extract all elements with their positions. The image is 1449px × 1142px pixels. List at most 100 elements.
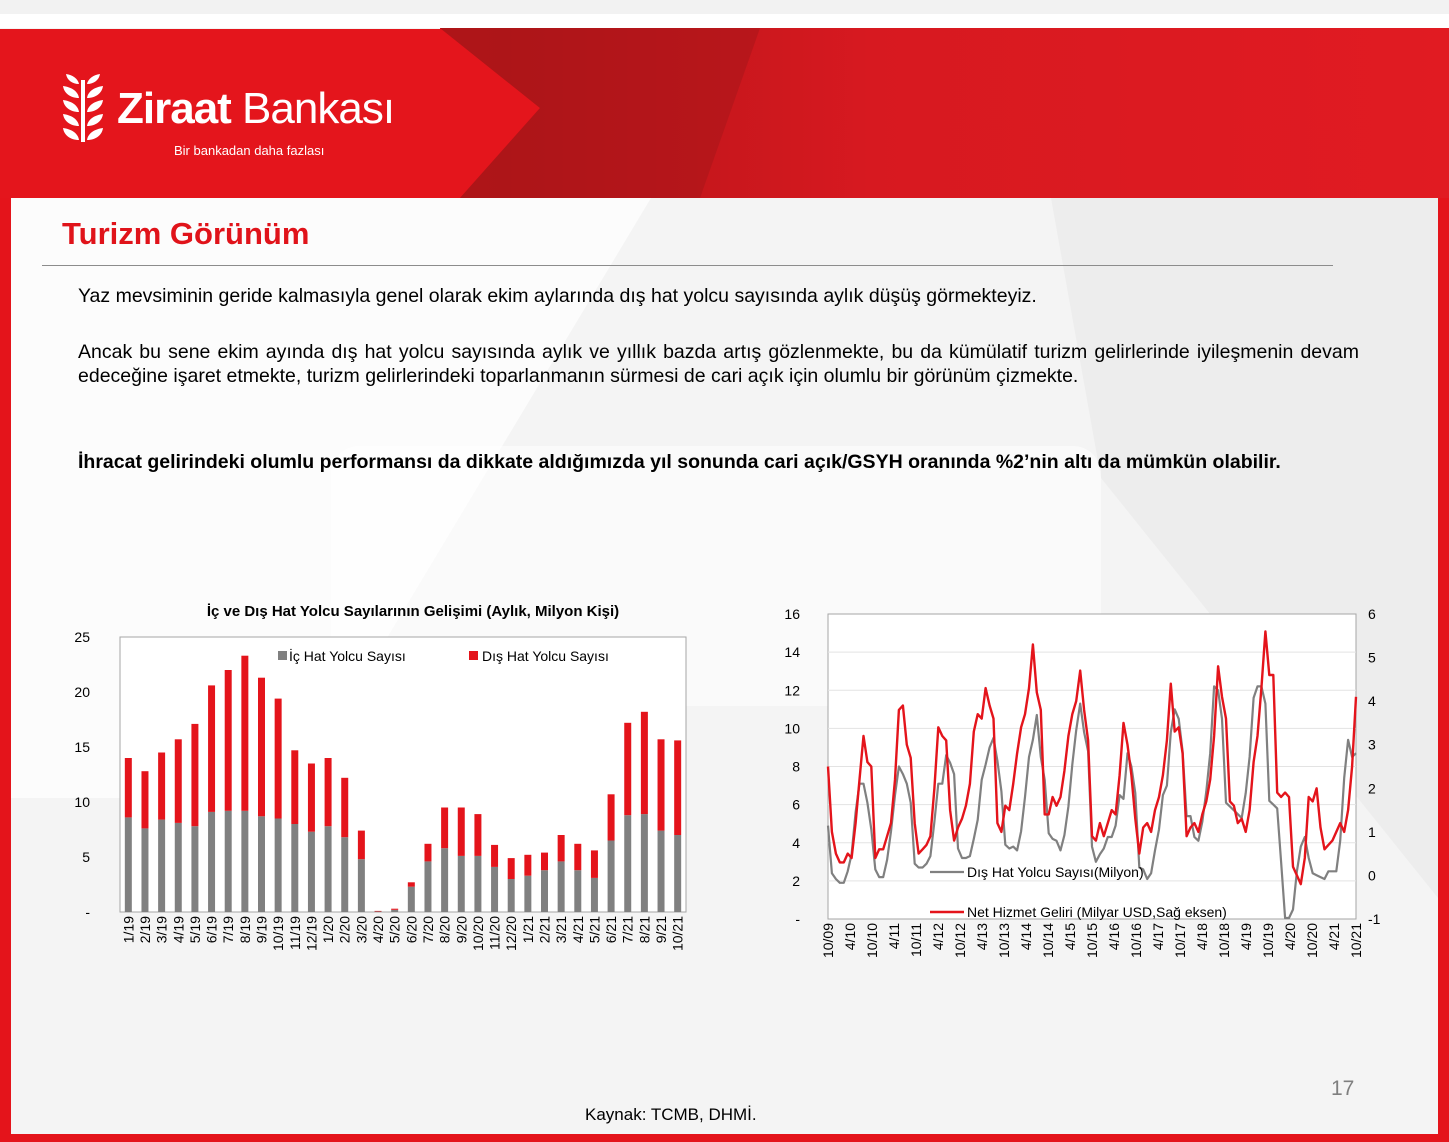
chart-1-x-tick: 4/21 bbox=[570, 916, 586, 943]
chart-2-left-tick: 10 bbox=[784, 720, 800, 736]
chart-2-right-tick: 2 bbox=[1368, 780, 1376, 796]
chart-1-x-tick: 10/21 bbox=[670, 916, 686, 951]
chart-2-right-tick: 5 bbox=[1368, 650, 1376, 666]
chart-1-x-tick: 11/19 bbox=[287, 916, 303, 950]
chart-2-right-tick: -1 bbox=[1368, 911, 1381, 927]
brand-name: Ziraat Bankası bbox=[117, 84, 395, 134]
chart-1-x-tick: 7/20 bbox=[420, 916, 436, 943]
bar-dis-hat bbox=[557, 835, 565, 862]
bar-ic-hat bbox=[624, 815, 632, 912]
chart-1-x-tick: 6/20 bbox=[403, 916, 419, 943]
bar-dis-hat bbox=[491, 844, 499, 867]
chart-2-x-tick: 4/11 bbox=[886, 923, 902, 949]
bar-dis-hat bbox=[607, 794, 615, 841]
title-divider bbox=[42, 265, 1333, 266]
bar-ic-hat bbox=[274, 818, 282, 912]
legend-ic-hat-label: İç Hat Yolcu Sayısı bbox=[289, 647, 406, 664]
chart-1-x-tick: 4/20 bbox=[370, 916, 386, 943]
bar-dis-hat bbox=[574, 843, 582, 871]
bar-dis-hat bbox=[624, 722, 632, 816]
chart-2-x-tick: 4/14 bbox=[1018, 923, 1034, 950]
frame-right bbox=[1438, 198, 1449, 1142]
chart-1-x-tick: 2/20 bbox=[337, 916, 353, 943]
chart-2-right-tick: 3 bbox=[1368, 737, 1376, 753]
chart-2-left-tick: 12 bbox=[784, 682, 800, 698]
bar-ic-hat bbox=[291, 824, 299, 912]
chart-1-y-tick: 15 bbox=[74, 739, 90, 755]
legend-ic-hat-swatch bbox=[278, 651, 287, 660]
top-strip bbox=[0, 0, 1449, 14]
chart-2-x-tick: 4/10 bbox=[842, 923, 858, 950]
chart-1-x-tick: 1/19 bbox=[120, 916, 136, 943]
bar-dis-hat bbox=[224, 670, 232, 811]
bar-ic-hat bbox=[258, 816, 265, 912]
page-title: Turizm Görünüm bbox=[62, 216, 310, 251]
chart-2-x-tick: 10/20 bbox=[1304, 923, 1320, 958]
bar-dis-hat bbox=[191, 723, 199, 827]
bar-dis-hat bbox=[657, 739, 665, 831]
bar-ic-hat bbox=[474, 855, 482, 912]
frame-left bbox=[0, 198, 11, 1142]
chart-2-right-tick: 0 bbox=[1368, 867, 1376, 883]
chart-2-x-tick: 10/21 bbox=[1348, 923, 1364, 958]
bar-ic-hat bbox=[640, 814, 648, 912]
chart-1-x-tick: 6/19 bbox=[204, 916, 220, 943]
chart-1-x-tick: 1/21 bbox=[520, 916, 536, 943]
bar-dis-hat bbox=[374, 910, 382, 912]
bar-dis-hat bbox=[274, 698, 282, 819]
chart-2-x-tick: 4/18 bbox=[1194, 923, 1210, 950]
bar-dis-hat bbox=[324, 758, 332, 827]
chart-1-x-tick: 3/19 bbox=[154, 916, 170, 943]
chart-2-x-tick: 10/10 bbox=[864, 923, 880, 958]
chart-2-left-tick: 4 bbox=[792, 835, 800, 851]
chart-2-x-tick: 10/11 bbox=[908, 923, 924, 957]
chart-2-left-tick: 14 bbox=[784, 644, 800, 660]
passenger-bar-chart: İç ve Dış Hat Yolcu Sayılarının Gelişimi… bbox=[74, 603, 687, 951]
bar-dis-hat bbox=[424, 843, 432, 862]
chart-2-x-tick: 4/19 bbox=[1238, 923, 1254, 950]
chart-2-left-tick: 8 bbox=[792, 759, 800, 775]
bar-ic-hat bbox=[491, 866, 499, 912]
bar-dis-hat bbox=[208, 685, 216, 812]
chart-1-x-tick: 12/19 bbox=[303, 916, 319, 951]
chart-1-y-tick: 25 bbox=[74, 629, 90, 645]
chart-2-left-tick: 2 bbox=[792, 873, 800, 889]
chart-2-x-tick: 10/12 bbox=[952, 923, 968, 958]
bar-dis-hat bbox=[291, 750, 299, 824]
bar-dis-hat bbox=[357, 830, 365, 860]
bar-ic-hat bbox=[574, 870, 582, 912]
bar-ic-hat bbox=[674, 835, 682, 912]
chart-2-x-tick: 10/13 bbox=[996, 923, 1012, 958]
bar-ic-hat bbox=[457, 855, 465, 912]
bar-ic-hat bbox=[607, 840, 615, 912]
line-net-hizmet-geliri bbox=[826, 630, 1358, 886]
chart-1-x-tick: 3/20 bbox=[353, 916, 369, 943]
chart-2-x-tick: 10/14 bbox=[1040, 923, 1056, 958]
chart-1-x-tick: 12/20 bbox=[503, 916, 519, 951]
chart-2-x-tick: 4/20 bbox=[1282, 923, 1298, 950]
bar-ic-hat bbox=[224, 810, 232, 912]
chart-2-x-tick: 10/15 bbox=[1084, 923, 1100, 958]
header-shapes bbox=[0, 28, 760, 198]
chart-2-x-tick: 4/17 bbox=[1150, 923, 1166, 950]
chart-2-x-tick: 10/17 bbox=[1172, 923, 1188, 958]
chart-2-left-tick: 16 bbox=[784, 606, 800, 622]
bar-ic-hat bbox=[541, 870, 548, 912]
bar-ic-hat bbox=[391, 909, 399, 912]
chart-1-x-tick: 1/20 bbox=[320, 916, 336, 943]
bar-dis-hat bbox=[640, 711, 648, 815]
bar-dis-hat bbox=[258, 677, 265, 817]
header-ribbon-shape bbox=[0, 28, 540, 198]
legend-dis-hat-line-label: Dış Hat Yolcu Sayısı(Milyon) bbox=[967, 864, 1144, 880]
chart-2-x-tick: 10/19 bbox=[1260, 923, 1276, 958]
bar-dis-hat bbox=[391, 908, 399, 910]
chart-1-x-tick: 9/19 bbox=[254, 916, 270, 943]
bar-ic-hat bbox=[341, 837, 349, 912]
bar-dis-hat bbox=[174, 739, 182, 823]
chart-1-x-tick: 5/19 bbox=[187, 916, 203, 943]
legend-net-hizmet-label: Net Hizmet Geliri (Milyar USD,Sağ eksen) bbox=[967, 904, 1227, 920]
chart-1-x-tick: 4/19 bbox=[170, 916, 186, 943]
chart-2-right-tick: 4 bbox=[1368, 693, 1376, 709]
bar-ic-hat bbox=[357, 859, 365, 912]
